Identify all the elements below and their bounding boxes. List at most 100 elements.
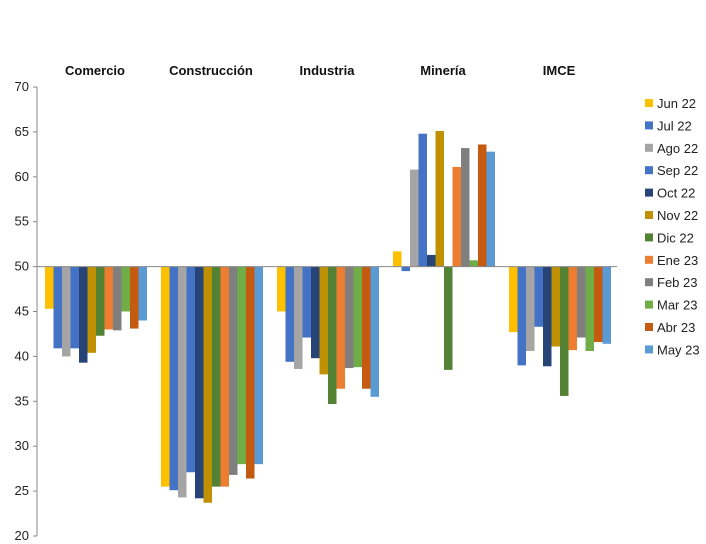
y-tick-label: 45: [15, 304, 29, 319]
legend-label: Jun 22: [657, 96, 696, 111]
bar-imce-sep-22: [534, 266, 543, 327]
category-labels: Comercio Construcción Industria Minería IMCE: [65, 63, 576, 78]
bar-minera-jun-22: [393, 251, 402, 267]
legend-label: Jul 22: [657, 118, 692, 133]
legend-label: Oct 22: [657, 186, 695, 201]
y-tick-label: 60: [15, 169, 29, 184]
y-tick-label: 25: [15, 483, 29, 498]
legend-swatch: [645, 211, 653, 219]
bar-imce-dic-22: [560, 266, 569, 396]
y-tick-label: 70: [15, 79, 29, 94]
legend-swatch: [645, 143, 653, 152]
bar-comercio-may-23: [138, 266, 147, 321]
bar-comercio-jul-22: [53, 266, 62, 349]
legend-label: Feb 23: [657, 275, 697, 290]
bar-construccin-oct-22: [195, 266, 204, 499]
bar-imce-abr-23: [594, 266, 603, 343]
category-label: Industria: [300, 63, 356, 78]
bar-construccin-may-23: [254, 266, 263, 465]
legend-swatch: [645, 300, 653, 309]
legend-swatch: [645, 99, 653, 107]
legend-label: Nov 22: [657, 208, 698, 223]
bar-construccin-dic-22: [212, 266, 221, 487]
y-tick-label: 20: [15, 528, 29, 543]
bar-construccin-abr-23: [246, 266, 255, 479]
bar-industria-nov-22: [319, 266, 328, 375]
bar-imce-ago-22: [526, 266, 535, 352]
legend-label: Sep 22: [657, 163, 698, 178]
plot-area: [45, 131, 611, 503]
bar-industria-ago-22: [294, 266, 303, 369]
bar-construccin-nov-22: [203, 266, 212, 503]
bar-imce-feb-23: [577, 266, 586, 338]
category-label: Construcción: [169, 63, 253, 78]
bar-minera-jul-22: [401, 266, 410, 272]
bar-industria-sep-22: [302, 266, 311, 338]
legend-swatch: [645, 278, 653, 287]
bar-construccin-mar-23: [237, 266, 246, 465]
legend-swatch: [645, 166, 653, 175]
bar-comercio-feb-23: [113, 266, 122, 331]
bar-minera-ene-23: [452, 166, 461, 267]
bar-comercio-jun-22: [45, 266, 54, 309]
bar-minera-nov-22: [435, 131, 444, 267]
bar-minera-abr-23: [478, 144, 487, 267]
bar-construccin-sep-22: [186, 266, 195, 473]
bar-comercio-sep-22: [70, 266, 79, 349]
legend-label: May 23: [657, 342, 700, 357]
bar-minera-dic-22: [444, 266, 453, 370]
bar-construccin-ene-23: [220, 266, 229, 487]
bar-industria-ene-23: [336, 266, 345, 389]
y-tick-label: 65: [15, 124, 29, 139]
y-tick-label: 55: [15, 214, 29, 229]
bar-industria-dic-22: [328, 266, 337, 404]
y-tick-label: 50: [15, 259, 29, 274]
bar-industria-mar-23: [353, 266, 362, 368]
category-label: Minería: [420, 63, 466, 78]
y-tick-label: 30: [15, 438, 29, 453]
bar-imce-oct-22: [543, 266, 552, 367]
y-tick-label: 40: [15, 348, 29, 363]
legend-label: Mar 23: [657, 298, 697, 313]
bar-comercio-nov-22: [87, 266, 96, 353]
bar-construccin-ago-22: [178, 266, 187, 498]
bar-imce-ene-23: [568, 266, 577, 351]
bar-comercio-abr-23: [130, 266, 139, 329]
legend-label: Ene 23: [657, 253, 698, 268]
bar-comercio-ene-23: [104, 266, 113, 330]
bar-imce-mar-23: [585, 266, 594, 352]
bar-industria-jul-22: [285, 266, 294, 362]
bar-comercio-mar-23: [121, 266, 130, 312]
legend-swatch: [645, 188, 653, 197]
category-label: IMCE: [543, 63, 576, 78]
bar-minera-feb-23: [461, 148, 470, 267]
bar-industria-jun-22: [277, 266, 286, 312]
legend-label: Ago 22: [657, 141, 698, 156]
bar-comercio-dic-22: [96, 266, 105, 336]
bar-industria-oct-22: [311, 266, 320, 359]
bar-imce-jun-22: [509, 266, 518, 333]
legend-swatch: [645, 323, 653, 331]
bar-construccin-jun-22: [161, 266, 170, 487]
bar-minera-oct-22: [427, 254, 436, 267]
bar-imce-may-23: [602, 266, 611, 344]
legend-swatch: [645, 345, 653, 354]
legend-swatch: [645, 233, 653, 242]
y-axis: 20 25 30 35 40 45 50 55 60 65 70: [15, 79, 38, 543]
bar-minera-sep-22: [418, 133, 427, 267]
legend-swatch: [645, 121, 653, 130]
bar-industria-may-23: [370, 266, 379, 397]
bar-industria-feb-23: [345, 266, 354, 369]
bar-imce-nov-22: [551, 266, 560, 347]
bar-minera-mar-23: [469, 260, 478, 267]
bar-construccin-feb-23: [229, 266, 238, 475]
bar-comercio-ago-22: [62, 266, 71, 357]
legend-label: Abr 23: [657, 320, 695, 335]
category-label: Comercio: [65, 63, 125, 78]
bar-industria-abr-23: [362, 266, 371, 389]
bar-construccin-jul-22: [169, 266, 178, 491]
bar-minera-ago-22: [410, 169, 419, 267]
legend-swatch: [645, 255, 653, 264]
legend: Jun 22 Jul 22 Ago 22 Sep 22 Oct 22 Nov 22 Dic …: [645, 96, 700, 357]
